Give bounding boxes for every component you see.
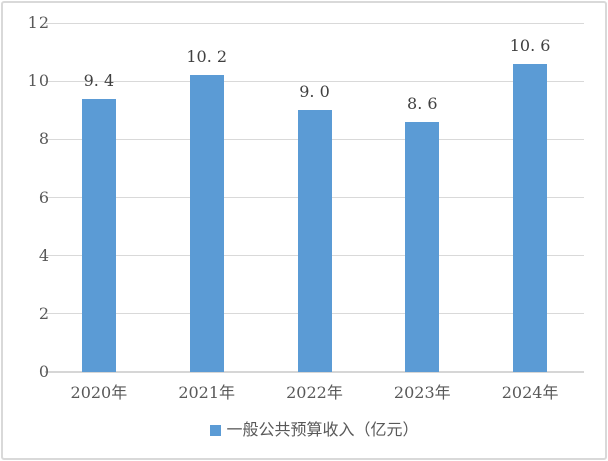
- gridline: [45, 22, 584, 24]
- legend-square-icon: [210, 424, 222, 436]
- y-axis-tick-label: 10: [27, 71, 50, 91]
- x-axis-line: [45, 371, 584, 373]
- data-label-2024年: 10. 6: [509, 35, 551, 55]
- data-label-2023年: 8. 6: [407, 93, 438, 113]
- y-axis-tick-label: 4: [38, 245, 50, 265]
- chart-bar-2021年: [189, 75, 224, 372]
- x-axis-tick-label: 2021年: [178, 383, 236, 402]
- y-axis-tick-label: 12: [27, 13, 50, 32]
- gridline: [45, 80, 584, 82]
- y-axis-tick-label: 2: [38, 303, 50, 323]
- legend-label: 一般公共预算收入（亿元）: [226, 420, 419, 439]
- y-axis-tick-label: 8: [38, 129, 50, 149]
- chart-bar-2022年: [297, 110, 332, 372]
- data-label-2021年: 10. 2: [186, 47, 228, 67]
- y-axis-tick-label: 0: [38, 362, 50, 381]
- x-axis-tick-label: 2024年: [501, 383, 559, 402]
- x-axis-tick-label: 2022年: [286, 383, 343, 402]
- data-label-2022年: 9. 0: [299, 82, 330, 102]
- chart-bar-2024年: [513, 63, 548, 372]
- data-label-2020年: 9. 4: [83, 70, 115, 90]
- chart-bar-2020年: [81, 98, 116, 372]
- y-axis-tick-label: 6: [38, 187, 50, 207]
- chart-bar-2023年: [405, 121, 440, 372]
- x-axis-tick-label: 2020年: [70, 383, 128, 402]
- legend: 一般公共预算收入（亿元）: [45, 418, 584, 442]
- x-axis-tick-label: 2023年: [393, 383, 451, 402]
